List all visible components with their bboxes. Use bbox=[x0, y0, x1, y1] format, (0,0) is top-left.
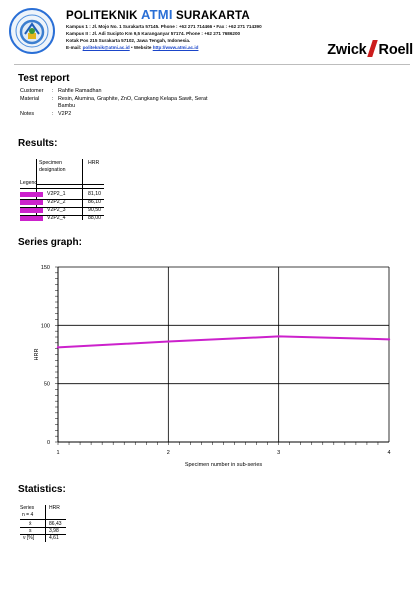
x-tick-label: 3 bbox=[277, 450, 280, 456]
customer-label: Customer bbox=[20, 88, 44, 94]
stats-hline bbox=[20, 519, 66, 520]
series-chart: 0 50 100 150 1 2 3 4 Specimen number in sub-seri… bbox=[34, 265, 391, 468]
series-graph-title: Series graph: bbox=[18, 237, 82, 248]
hrr-cell: 90,50 bbox=[88, 207, 101, 213]
stats-value-cv: 4,61 bbox=[49, 535, 59, 541]
email-link[interactable]: politeknik@atmi.ac.id bbox=[82, 45, 130, 50]
row-line bbox=[20, 199, 104, 200]
hrr-cell: 88,00 bbox=[88, 215, 101, 221]
legend-swatch bbox=[20, 208, 43, 213]
website-link[interactable]: http://www.atmi.ac.id bbox=[152, 45, 199, 50]
data-point bbox=[387, 338, 391, 341]
designation-cell: V2P2_3 bbox=[47, 207, 66, 213]
statistics-title: Statistics: bbox=[18, 484, 66, 495]
address-line-1: Kampus 1 : Jl. Mojo No. 1 Surakarta 5714… bbox=[66, 24, 262, 29]
hrr-cell: 86,10 bbox=[88, 199, 101, 205]
stats-label-mean: x̄ bbox=[29, 521, 32, 527]
designation-cell: V2P2_4 bbox=[47, 215, 66, 221]
stats-hline bbox=[20, 534, 66, 535]
stats-n-header: n = 4 bbox=[22, 512, 34, 518]
legend-header: Legend bbox=[20, 180, 38, 186]
institution-accent: ATMI bbox=[141, 7, 173, 22]
y-tick-label: 50 bbox=[44, 382, 50, 388]
results-title: Results: bbox=[18, 138, 58, 149]
stats-label-sd: s bbox=[29, 528, 32, 534]
x-tick-label: 2 bbox=[167, 450, 170, 456]
row-line bbox=[20, 215, 104, 216]
legend-swatch bbox=[20, 216, 43, 221]
data-point bbox=[167, 340, 170, 343]
test-report-title: Test report bbox=[18, 73, 70, 84]
brand-slash bbox=[366, 40, 378, 57]
row-line bbox=[20, 207, 104, 208]
notes-value: V2P2 bbox=[58, 111, 72, 117]
stats-series-header: Series bbox=[20, 505, 35, 511]
material-value: Resin, Alumina, Graphite, ZnO, Cangkang … bbox=[58, 96, 208, 102]
header-divider bbox=[14, 64, 410, 65]
contact-line: E-mail: politeknik@atmi.ac.id • Website … bbox=[66, 45, 199, 50]
notes-label: Notes bbox=[20, 111, 35, 117]
kv-separator: : bbox=[52, 96, 54, 102]
stats-value-sd: 3,98 bbox=[49, 528, 59, 534]
y-tick-label: 150 bbox=[41, 265, 50, 271]
y-tick-label: 100 bbox=[41, 323, 50, 329]
hrr-cell: 81,10 bbox=[88, 191, 101, 197]
stats-vline bbox=[45, 505, 46, 542]
x-tick-label: 1 bbox=[56, 450, 59, 456]
zwick-roell-logo: Zwick Roell bbox=[327, 40, 413, 58]
legend-swatch bbox=[20, 200, 43, 205]
hrr-header: HRR bbox=[88, 160, 100, 166]
stats-value-mean: 86,43 bbox=[49, 521, 62, 527]
legend-swatch bbox=[20, 192, 43, 197]
material-value-cont: Bambu bbox=[58, 103, 76, 109]
stats-hrr-header: HRR bbox=[49, 505, 60, 511]
designation-cell: V2P2_1 bbox=[47, 191, 66, 197]
customer-value: Rahfie Ramadhan bbox=[58, 88, 102, 94]
atmi-logo bbox=[9, 8, 55, 54]
address-line-2: Kampus II : Jl. Adi Sucipto Km 9,5 Karan… bbox=[66, 31, 241, 36]
kv-separator: : bbox=[52, 111, 54, 117]
kv-separator: : bbox=[52, 88, 54, 94]
stats-label-cv: ν [%] bbox=[23, 535, 35, 541]
table-vline bbox=[36, 159, 37, 220]
table-vline bbox=[82, 159, 83, 220]
data-point bbox=[56, 346, 60, 349]
address-line-3: Kotak Pos 215 Surakarta 57102, Jawa Teng… bbox=[66, 38, 191, 43]
institution-title: POLITEKNIK ATMI SURAKARTA bbox=[66, 7, 250, 22]
table-hline bbox=[20, 188, 104, 189]
stats-hline bbox=[20, 527, 66, 528]
series-line bbox=[57, 335, 390, 349]
y-axis-label: HRR bbox=[34, 349, 40, 361]
designation-cell: V2P2_2 bbox=[47, 199, 66, 205]
specimen-header-1: Specimen bbox=[39, 160, 63, 166]
x-tick-label: 4 bbox=[387, 450, 390, 456]
y-tick-label: 0 bbox=[47, 440, 50, 446]
data-point bbox=[277, 335, 280, 338]
material-label: Material bbox=[20, 96, 40, 102]
table-hline bbox=[36, 184, 104, 185]
specimen-header-2: designation bbox=[39, 167, 66, 173]
x-axis-label: Specimen number in sub-series bbox=[185, 462, 263, 468]
